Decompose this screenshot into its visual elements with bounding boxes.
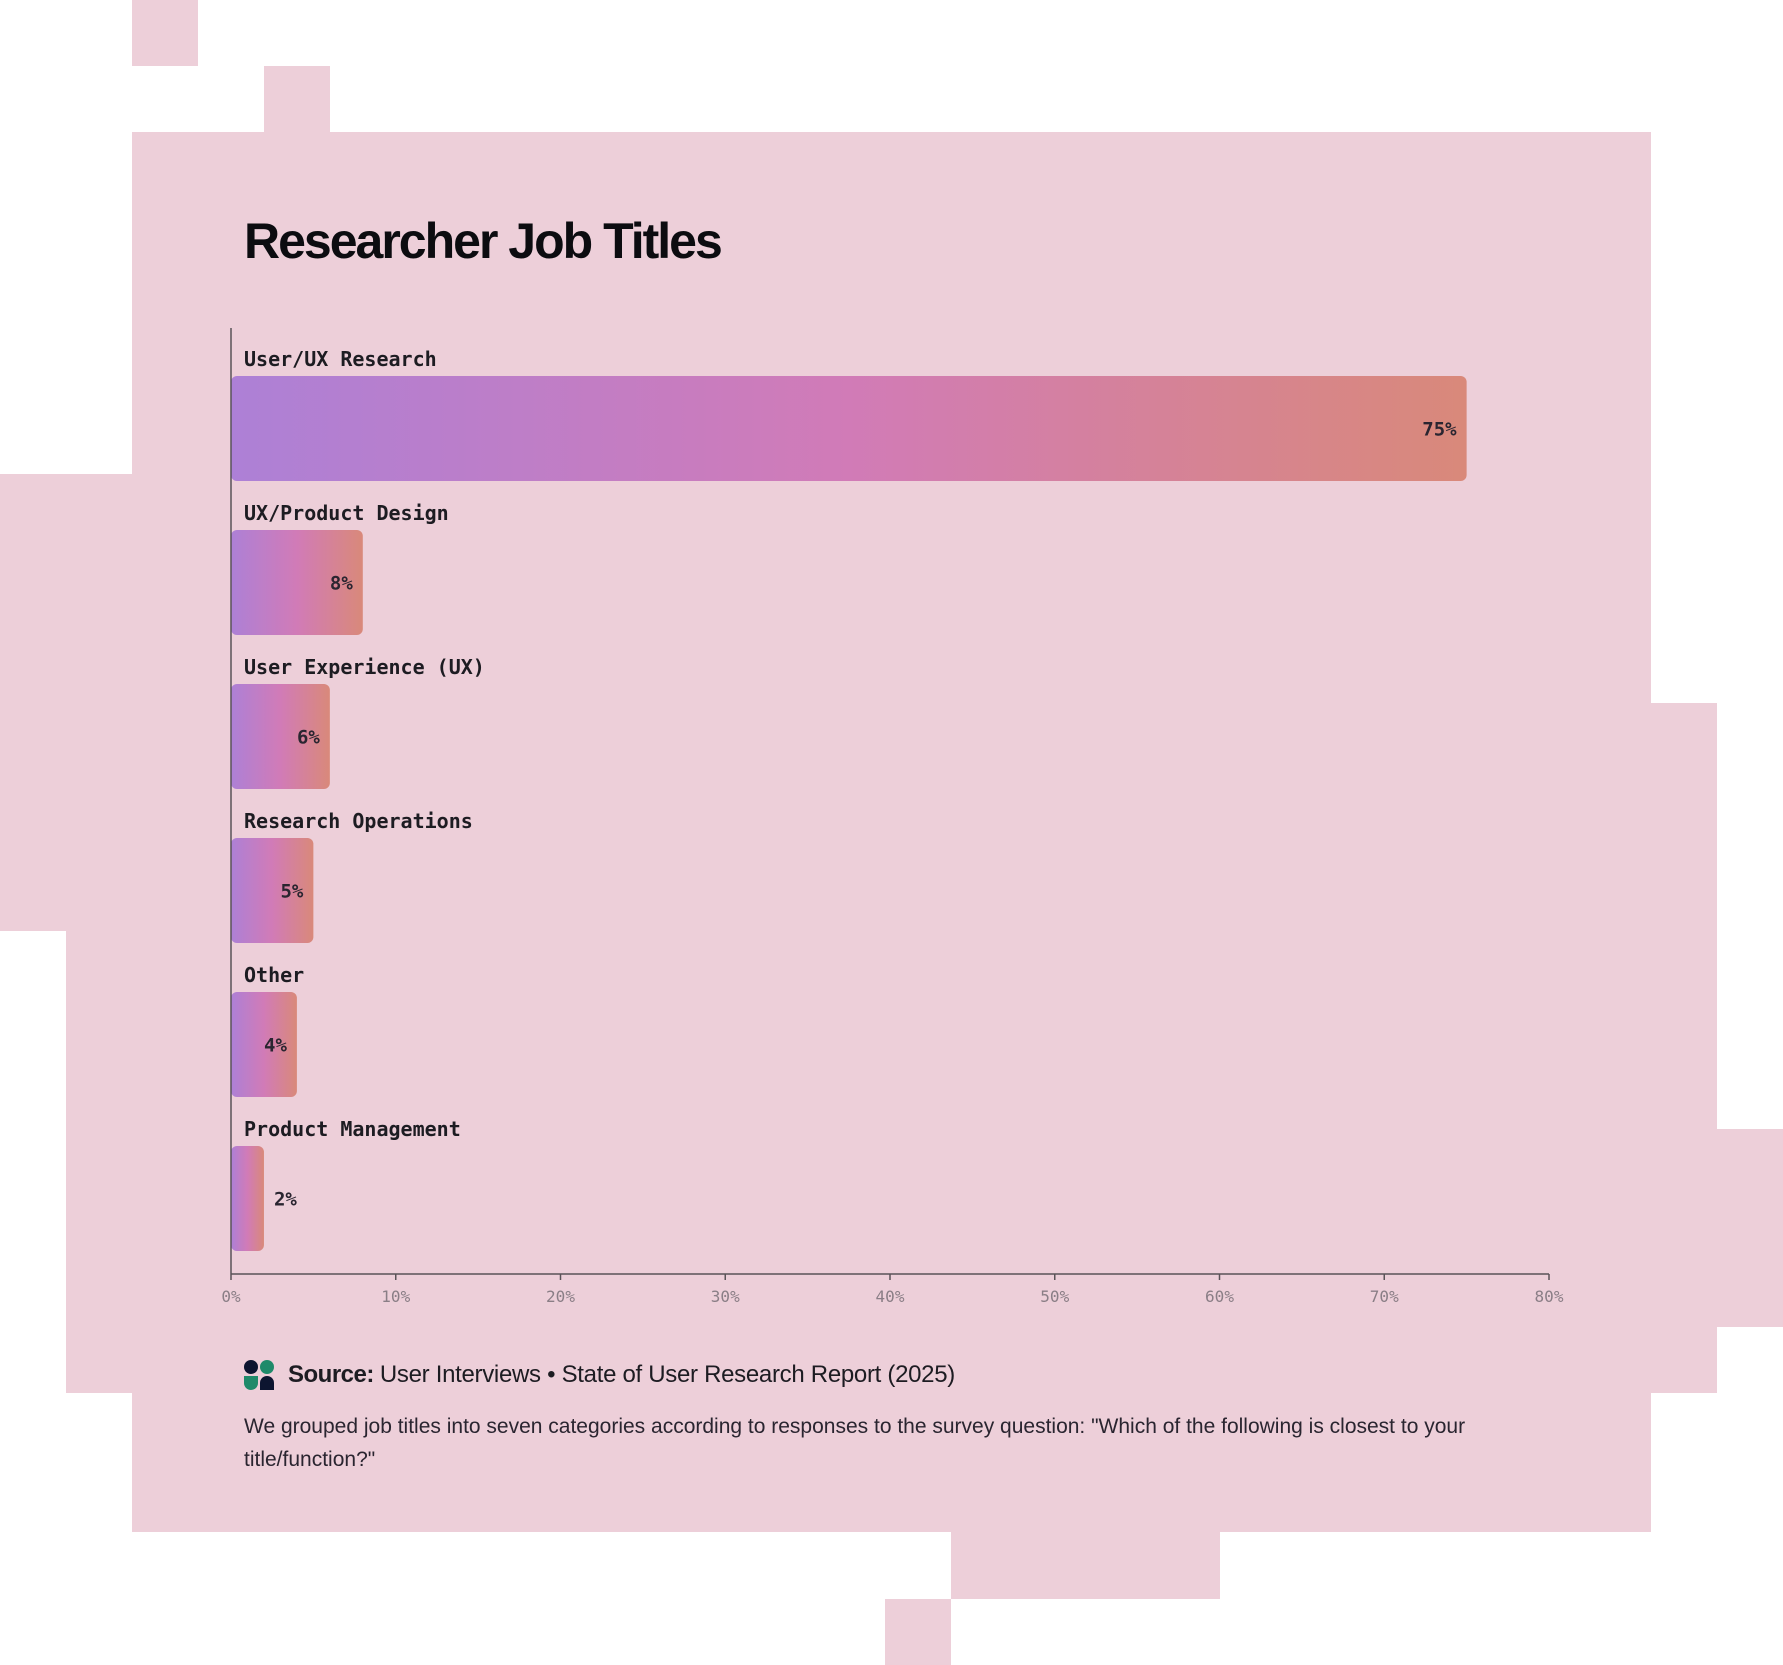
x-tick-label: 10%	[381, 1287, 410, 1306]
x-tick-label: 40%	[876, 1287, 905, 1306]
category-label: UX/Product Design	[244, 501, 449, 525]
source-label: Source:	[288, 1361, 374, 1388]
decor-block	[951, 1520, 1220, 1599]
value-label: 4%	[264, 1035, 287, 1057]
x-tick-label: 30%	[711, 1287, 740, 1306]
value-label: 5%	[280, 881, 303, 903]
decor-block	[1640, 703, 1717, 1393]
value-label: 75%	[1422, 419, 1457, 441]
x-tick-label: 60%	[1205, 1287, 1234, 1306]
x-tick-label: 80%	[1535, 1287, 1564, 1306]
bar	[231, 992, 297, 1097]
decor-block	[264, 66, 330, 132]
chart-title: Researcher Job Titles	[244, 213, 723, 269]
category-label: Product Management	[244, 1117, 461, 1141]
category-label: User/UX Research	[244, 347, 437, 371]
bar	[231, 1146, 264, 1251]
chart-card	[132, 132, 1651, 1532]
source-line: Source: User Interviews • State of User …	[244, 1360, 955, 1390]
x-tick-label: 50%	[1040, 1287, 1069, 1306]
bar	[231, 530, 363, 635]
decor-block	[1710, 1129, 1783, 1327]
methodology-note: We grouped job titles into seven categor…	[244, 1415, 1466, 1471]
x-tick-label: 0%	[221, 1287, 241, 1306]
x-tick-label: 70%	[1370, 1287, 1399, 1306]
source-text: User Interviews • State of User Research…	[379, 1361, 955, 1388]
value-label: 6%	[297, 727, 320, 749]
value-label: 8%	[330, 573, 353, 595]
decor-block	[132, 0, 198, 66]
x-tick-label: 20%	[546, 1287, 575, 1306]
bar	[231, 838, 314, 943]
category-label: User Experience (UX)	[244, 655, 485, 679]
category-label: Research Operations	[244, 809, 473, 833]
user-interviews-logo-icon	[244, 1360, 274, 1390]
bar	[231, 376, 1467, 481]
value-label: 2%	[274, 1189, 297, 1211]
bar	[231, 684, 330, 789]
decor-block	[885, 1599, 951, 1665]
bar-chart: User/UX Research 75% UX/Product Design 8% Us…	[221, 328, 1564, 1306]
decor-block	[0, 474, 140, 931]
category-label: Other	[244, 963, 304, 987]
